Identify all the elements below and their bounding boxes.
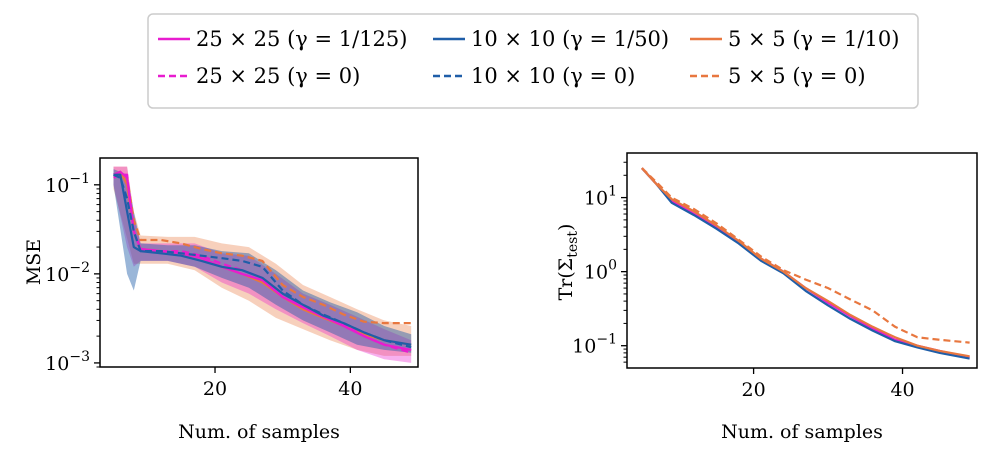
x-tick-label: 40 [338,378,362,400]
y-tick-label: 101 [584,184,617,210]
series-line-z5-dashed [641,167,970,344]
legend-item-g5: 5 × 5 (γ = 1/10) [690,27,899,51]
panel-right-frame [626,152,978,369]
x-tick-label: 40 [890,379,914,401]
y-tick-label: 10−1 [572,332,617,358]
y-tick-label: 100 [584,258,617,284]
panel-right-plot [641,167,970,360]
y-tick-label: 10−3 [45,349,90,375]
series-line-g25 [641,167,970,359]
legend-item-z25-dashed: 25 × 25 (γ = 0) [158,64,360,88]
panel-left: 20 40 10−1 10−2 10−3 Num. of samples MSE [23,157,419,443]
legend-entries: 25 × 25 (γ = 1/125) 10 × 10 (γ = 1/50) 5 ×… [158,27,899,88]
legend-item-g10: 10 × 10 (γ = 1/50) [433,27,669,51]
y-tick-label: 10−2 [45,260,90,286]
panel-left-ticks: 20 40 10−1 10−2 10−3 [45,171,362,400]
series-line-g10 [641,167,970,360]
panel-right-xlabel: Num. of samples [721,421,883,443]
legend-label: 5 × 5 (γ = 1/10) [728,27,899,51]
series-line-g25 [113,170,412,351]
panel-left-xlabel: Num. of samples [178,421,340,443]
series-line-z5-dashed [113,173,412,325]
panel-right-ylabel: Tr(Σtest) [555,224,581,301]
legend-label: 25 × 25 (γ = 0) [196,64,360,88]
panel-right: 20 40 101 100 10−1 Num. of samples Tr(Σtest) [555,152,978,443]
legend-item-z5-dashed: 5 × 5 (γ = 0) [690,64,866,88]
panel-left-ylabel: MSE [23,239,45,285]
legend-label: 10 × 10 (γ = 1/50) [471,27,669,51]
series-line-g10 [113,173,412,346]
band-g25 [113,166,412,363]
legend-item-z10-dashed: 10 × 10 (γ = 0) [433,64,635,88]
legend-label: 5 × 5 (γ = 0) [728,64,866,88]
panel-left-plot [113,166,412,363]
legend-frame [147,13,919,109]
series-line-g5 [641,167,970,358]
panel-right-ticks: 20 40 101 100 10−1 [572,161,915,401]
panel-left-frame [99,157,419,368]
legend-label: 25 × 25 (γ = 1/125) [196,27,407,51]
y-tick-label: 10−1 [45,171,90,197]
legend-label: 10 × 10 (γ = 0) [471,64,635,88]
legend-item-g25: 25 × 25 (γ = 1/125) [158,27,407,51]
x-tick-label: 20 [203,378,227,400]
band-g10 [113,169,412,353]
legend: 25 × 25 (γ = 1/125) 10 × 10 (γ = 1/50) 5 ×… [147,13,919,109]
x-tick-label: 20 [742,379,766,401]
